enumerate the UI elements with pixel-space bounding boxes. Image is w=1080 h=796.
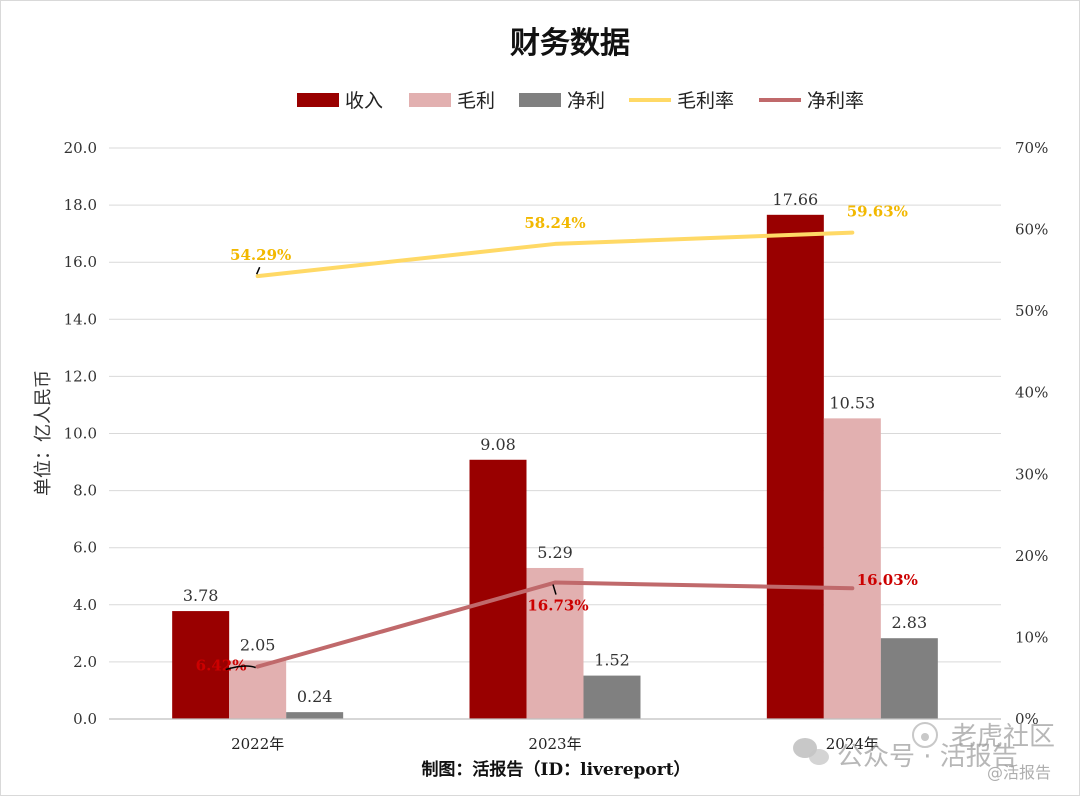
legend-label: 净利率 — [807, 90, 864, 112]
watermark-handle: @活报告 — [987, 763, 1051, 782]
bar-收入 — [766, 214, 824, 719]
source-note: 制图：活报告（ID：livereport） — [421, 759, 690, 780]
legend-label: 净利 — [567, 90, 605, 112]
watermark-account: 老虎社区 — [951, 722, 1055, 752]
bars — [172, 214, 938, 719]
bar-value-label: 5.29 — [537, 543, 573, 562]
y-tick-label: 0.0 — [73, 710, 97, 728]
y-tick-label: 6.0 — [73, 539, 97, 557]
bar-收入 — [469, 459, 527, 719]
line-value-label: 58.24% — [524, 214, 585, 232]
label-leader-line — [255, 266, 261, 275]
line-value-label: 54.29% — [230, 246, 291, 264]
axes: 0.0 2.0 4.0 6.0 8.0 10.0 12.0 14.0 16.0 18.0 20.0 0… — [64, 139, 1049, 753]
y2-tick-label: 0% — [1015, 710, 1039, 728]
bar-value-label: 17.66 — [772, 190, 818, 209]
y2-tick-label: 30% — [1015, 465, 1048, 483]
watermark-channel: 公众号 · 活报告 — [837, 742, 1018, 772]
bar-毛利 — [823, 418, 881, 719]
paw-logo-icon — [912, 722, 938, 748]
bar-value-label: 10.53 — [829, 393, 875, 412]
y-tick-label: 4.0 — [73, 596, 97, 614]
bar-净利 — [880, 638, 938, 719]
bar-value-label: 0.24 — [297, 687, 333, 706]
legend-swatch-毛利 — [409, 93, 451, 107]
x-tick-label: 2023年 — [528, 735, 581, 753]
legend: 收入 毛利 净利 毛利率 净利率 — [297, 90, 864, 112]
lines — [255, 230, 855, 669]
y2-tick-label: 10% — [1015, 628, 1048, 646]
y2-tick-label: 20% — [1015, 547, 1048, 565]
bar-value-label: 9.08 — [480, 435, 516, 454]
bar-value-label: 2.83 — [892, 613, 928, 632]
y2-tick-label: 70% — [1015, 139, 1048, 157]
y-tick-label: 2.0 — [73, 653, 97, 671]
bar-value-label: 2.05 — [240, 635, 276, 654]
line-value-label: 16.03% — [857, 571, 918, 589]
label-leader-line — [552, 584, 557, 595]
chart-title: 财务数据 — [510, 26, 630, 61]
line-value-label: 16.73% — [527, 597, 588, 615]
y-tick-label: 10.0 — [64, 425, 97, 443]
line-value-label: 6.42% — [196, 657, 247, 675]
legend-swatch-净利 — [519, 93, 561, 107]
bar-value-label: 3.78 — [183, 586, 219, 605]
y-tick-label: 18.0 — [64, 196, 97, 214]
x-tick-label: 2022年 — [231, 735, 284, 753]
gridlines — [109, 147, 1001, 663]
y-tick-label: 12.0 — [64, 367, 97, 385]
y-tick-label: 8.0 — [73, 482, 97, 500]
label-leader-line — [225, 665, 256, 671]
line-毛利率 — [255, 230, 855, 279]
data-labels: 3.78 2.05 0.24 9.08 5.29 1.52 17.66 10.53 2.83 54… — [183, 190, 927, 706]
legend-swatch-收入 — [297, 93, 339, 107]
bar-value-label: 1.52 — [594, 651, 630, 670]
y-tick-label: 16.0 — [64, 253, 97, 271]
legend-label: 收入 — [345, 90, 383, 112]
legend-label: 毛利率 — [677, 90, 734, 112]
y-tick-label: 14.0 — [64, 310, 97, 328]
y-axis-label: 单位：亿人民币 — [33, 370, 54, 496]
wechat-logo-icon — [793, 738, 829, 765]
bar-净利 — [286, 712, 344, 719]
y2-tick-label: 50% — [1015, 302, 1048, 320]
y2-tick-label: 40% — [1015, 384, 1048, 402]
bar-毛利 — [229, 660, 287, 719]
bar-收入 — [172, 611, 230, 719]
line-value-label: 59.63% — [847, 203, 908, 221]
bar-净利 — [583, 675, 641, 719]
legend-label: 毛利 — [457, 90, 495, 112]
y2-tick-label: 60% — [1015, 221, 1048, 239]
x-tick-label: 2024年 — [826, 735, 879, 753]
watermark: 老虎社区 公众号 · 活报告 @活报告 — [793, 722, 1055, 782]
y-tick-label: 20.0 — [64, 139, 97, 157]
